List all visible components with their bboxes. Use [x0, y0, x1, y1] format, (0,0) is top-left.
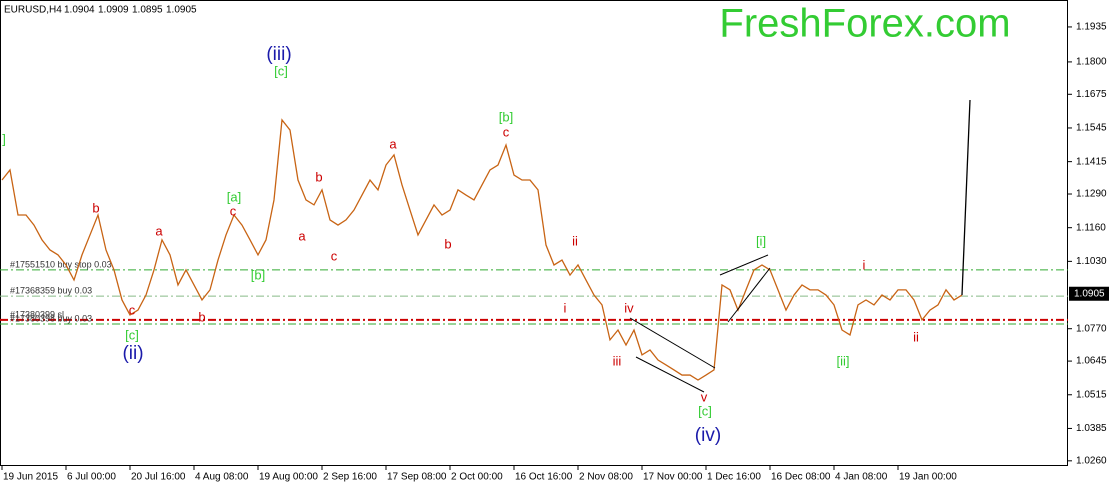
price-line — [961, 99, 971, 296]
y-tick-label: 1.0645 — [1076, 356, 1107, 367]
annotation: [c] — [125, 327, 139, 342]
last-price-box — [1069, 286, 1109, 301]
annotation: ii — [572, 233, 578, 248]
annotation: a — [155, 223, 163, 238]
x-tick-label: 16 Oct 16:00 — [515, 472, 573, 483]
x-tick-label: 17 Sep 08:00 — [387, 472, 447, 483]
lines-layer — [1, 99, 971, 381]
levels-layer: #17551510 buy stop 0.03 #17368359 buy 0.0… — [0, 259, 1068, 325]
order-label: #17368359 buy 0.03 — [10, 285, 92, 295]
y-tick-label: 1.1545 — [1076, 123, 1107, 134]
annotation: a — [298, 228, 306, 243]
y-tick-label: 1.1935 — [1076, 22, 1107, 33]
x-tick-label: 2 Oct 00:00 — [451, 472, 503, 483]
annotation: b — [92, 200, 99, 215]
x-tick-label: 2 Sep 16:00 — [323, 472, 377, 483]
channel-line — [727, 267, 771, 323]
y-tick-label: 1.1290 — [1076, 189, 1107, 200]
annotation: c — [503, 124, 510, 139]
y-tick-label: 1.1800 — [1076, 57, 1107, 68]
annotation: c — [331, 248, 338, 263]
annotation: a — [389, 136, 397, 151]
annotation: [ii] — [837, 353, 850, 368]
y-tick-label: 1.1160 — [1076, 222, 1106, 233]
last-price-label: 1.0905 — [1074, 288, 1105, 299]
x-tick-label: 17 Nov 00:00 — [643, 472, 703, 483]
x-tick-label: 6 Jul 00:00 — [67, 472, 116, 483]
order-label: #17380398 buy 0.03 — [10, 313, 92, 323]
order-label: #17380399 sl — [10, 309, 64, 319]
annotations: ] (iii) [c] [b] c a b [a] c b a a c b [b… — [2, 44, 919, 446]
annotation: i — [863, 257, 866, 272]
annotation: (ii) — [122, 343, 143, 364]
price-line — [1, 118, 963, 381]
x-tick-label: 1 Dec 16:00 — [707, 472, 761, 483]
channel-line — [719, 254, 769, 276]
ohlc-value: 1.0904 — [64, 5, 95, 16]
annotation: [c] — [698, 403, 712, 418]
y-tick-label: 1.1675 — [1076, 89, 1107, 100]
plot-frame — [0, 0, 1068, 466]
y-tick-label: 1.1030 — [1076, 256, 1107, 267]
y-tick-label: 1.0260 — [1076, 455, 1107, 466]
y-tick-label: 1.0385 — [1076, 423, 1107, 434]
annotation: (iv) — [695, 425, 721, 446]
annotation: c — [129, 302, 136, 317]
x-tick-label: 19 Jan 00:00 — [899, 472, 957, 483]
symbol: EURUSD,H4 — [4, 5, 62, 16]
annotation: [a] — [227, 189, 241, 204]
annotation: [c] — [274, 63, 288, 78]
x-tick-label: 19 Aug 00:00 — [259, 472, 318, 483]
annotation: v — [701, 389, 708, 404]
channel-line — [629, 317, 716, 369]
ohlc-value: 1.0909 — [98, 5, 129, 16]
annotation: b — [198, 309, 205, 324]
x-tick-label: 4 Aug 08:00 — [195, 472, 249, 483]
annotation: iv — [624, 300, 634, 315]
annotation: b — [444, 236, 451, 251]
ohlc-value: 1.0905 — [166, 5, 197, 16]
x-tick-label: 20 Jul 16:00 — [131, 472, 186, 483]
channel-line — [635, 356, 705, 393]
y-tick-label: 1.0770 — [1076, 323, 1107, 334]
x-tick-label: 16 Dec 08:00 — [771, 472, 831, 483]
x-tick-label: 4 Jan 08:00 — [835, 472, 888, 483]
annotation: ii — [913, 329, 919, 344]
annotation: b — [315, 169, 322, 184]
annotation: (iii) — [266, 44, 291, 65]
watermark: FreshForex.com — [719, 2, 1010, 46]
annotation: [b] — [251, 267, 265, 282]
y-tick-label: 1.0515 — [1076, 389, 1107, 400]
ohlc-value: 1.0895 — [132, 5, 163, 16]
axis-layer: 1.1935 1.1800 1.1675 1.1545 1.1415 1.1290 1.11… — [1, 22, 1109, 483]
annotation: c — [230, 203, 237, 218]
y-tick-label: 1.1415 — [1076, 156, 1107, 167]
annotation: [b] — [499, 109, 513, 124]
x-tick-label: 2 Nov 08:00 — [579, 472, 633, 483]
annotation: i — [564, 300, 567, 315]
annotation: [i] — [756, 233, 766, 248]
x-tick-label: 19 Jun 2015 — [3, 472, 58, 483]
order-label: #17551510 buy stop 0.03 — [10, 259, 112, 269]
annotation: ] — [2, 131, 6, 146]
annotation: iii — [613, 353, 622, 368]
